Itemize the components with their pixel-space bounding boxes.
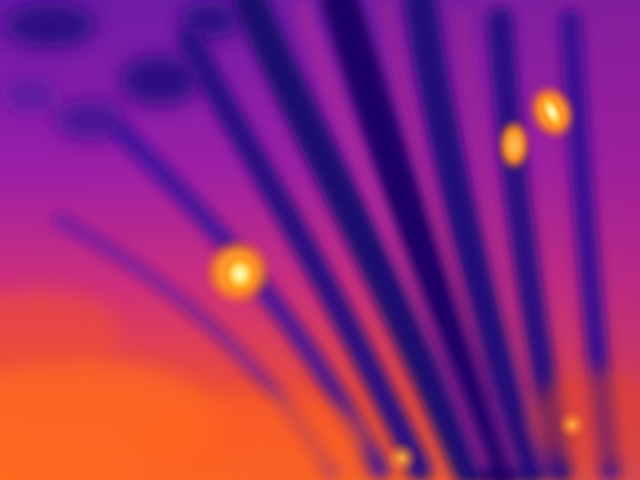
- mid-temperature-ripples: [293, 0, 551, 473]
- cold-region-top-left: [5, 2, 240, 140]
- hot-spot-bottom-center: [386, 442, 418, 474]
- hot-spots: [204, 84, 586, 474]
- hot-spot-upper-right-core: [539, 93, 565, 131]
- hot-spot-center-left-core: [222, 254, 258, 294]
- hot-spot-lower-right: [558, 411, 586, 439]
- hot-spot-upper-right-secondary: [498, 119, 530, 171]
